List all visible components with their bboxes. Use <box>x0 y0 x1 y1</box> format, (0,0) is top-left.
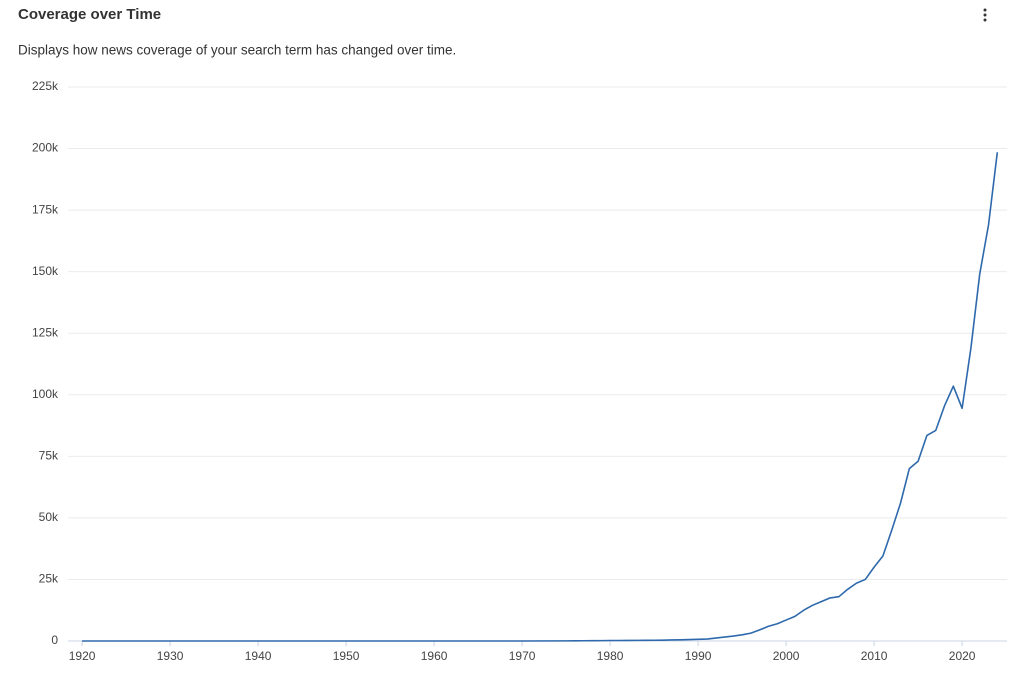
chart-title: Coverage over Time <box>18 6 161 23</box>
x-tick-label: 1950 <box>333 649 360 663</box>
menu-button[interactable] <box>983 8 987 22</box>
x-tick-label: 1940 <box>245 649 272 663</box>
x-tick-label: 2000 <box>773 649 800 663</box>
x-tick-label: 1960 <box>421 649 448 663</box>
y-tick-label: 125k <box>32 325 59 339</box>
x-tick-label: 1920 <box>69 649 96 663</box>
x-tick-label: 1970 <box>509 649 536 663</box>
menu-dot <box>983 13 987 17</box>
x-tick-label: 1990 <box>685 649 712 663</box>
x-tick-label: 2020 <box>949 649 976 663</box>
y-tick-label: 150k <box>32 264 59 278</box>
y-tick-label: 0 <box>51 633 58 647</box>
y-tick-label: 175k <box>32 202 59 216</box>
x-tick-label: 1930 <box>157 649 184 663</box>
y-tick-label: 100k <box>32 387 59 401</box>
data-line <box>82 152 999 642</box>
y-tick-label: 50k <box>39 510 59 524</box>
x-tick-label: 1980 <box>597 649 624 663</box>
menu-dot <box>983 18 987 22</box>
y-tick-label: 25k <box>39 572 59 586</box>
y-tick-label: 200k <box>32 141 59 155</box>
menu-dot <box>983 8 987 12</box>
y-tick-label: 75k <box>39 449 59 463</box>
x-tick-label: 2010 <box>861 649 888 663</box>
y-tick-label: 225k <box>32 79 59 93</box>
chart-subtitle: Displays how news coverage of your searc… <box>18 43 456 58</box>
